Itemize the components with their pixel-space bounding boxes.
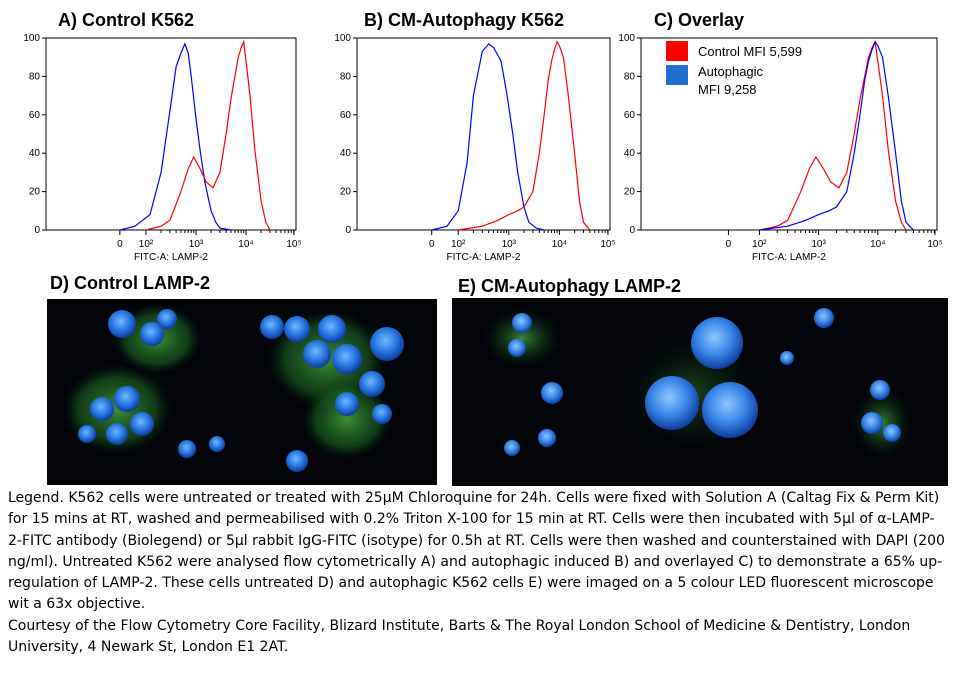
x-tick-label: 10² (752, 239, 767, 250)
x-axis-label: FITC-A: LAMP-2 (752, 252, 826, 263)
y-tick-label: 40 (29, 148, 41, 159)
y-tick-label: 80 (29, 71, 41, 82)
y-tick-label: 60 (29, 110, 41, 121)
x-tick-label: 10⁴ (238, 239, 253, 250)
y-tick-label: 20 (624, 187, 636, 198)
panel-b-title: B) CM-Autophagy K562 (364, 10, 565, 30)
x-tick-label: 0 (117, 239, 123, 250)
microscopy-image-control (47, 299, 437, 485)
plot-frame (45, 37, 297, 231)
legend-paragraph: Legend. K562 cells were untreated or tre… (8, 490, 945, 613)
y-tick-label: 60 (340, 110, 352, 121)
y-tick-label: 80 (624, 71, 636, 82)
blue-nuclei (504, 308, 901, 456)
y-tick-label: 100 (334, 33, 351, 44)
series-line (431, 42, 545, 231)
control-legend-label: Control MFI 5,599 (698, 44, 803, 59)
x-tick-label: 10³ (502, 239, 517, 250)
series-line (759, 39, 907, 231)
courtesy-paragraph: Courtesy of the Flow Cytometry Core Faci… (8, 617, 911, 656)
autophagic-legend-label-1: Autophagic (698, 64, 764, 79)
y-tick-label: 40 (624, 148, 636, 159)
x-tick-label: 10² (139, 239, 154, 250)
panel-c-title: C) Overlay (654, 10, 745, 30)
y-tick-label: 100 (618, 33, 635, 44)
x-tick-label: 0 (726, 239, 732, 250)
y-tick-label: 0 (345, 225, 351, 236)
y-tick-label: 20 (340, 187, 352, 198)
y-tick-label: 0 (34, 225, 40, 236)
x-tick-label: 10⁴ (870, 239, 885, 250)
x-tick-label: 10⁵ (927, 239, 942, 250)
autophagic-legend-swatch (666, 65, 688, 85)
x-tick-label: 10³ (811, 239, 826, 250)
series-line (145, 39, 271, 231)
panel-e-title: E) CM-Autophagy LAMP-2 (458, 276, 681, 296)
blue-nuclei (78, 309, 404, 472)
plot-frame (356, 37, 611, 231)
series-line (759, 40, 914, 231)
y-tick-label: 100 (23, 33, 40, 44)
y-tick-label: 60 (624, 110, 636, 121)
y-tick-label: 20 (29, 187, 41, 198)
x-axis-label: FITC-A: LAMP-2 (447, 252, 521, 263)
x-tick-label: 10⁵ (600, 239, 615, 250)
x-axis-label: FITC-A: LAMP-2 (134, 252, 208, 263)
series-line (458, 40, 591, 231)
x-tick-label: 10³ (189, 239, 204, 250)
microscopy-image-autophagy (452, 298, 948, 486)
control-legend-swatch (666, 41, 688, 61)
y-tick-label: 80 (340, 71, 352, 82)
y-tick-label: 40 (340, 148, 352, 159)
panel-d-title: D) Control LAMP-2 (50, 273, 210, 293)
x-tick-label: 10² (451, 239, 466, 250)
x-tick-label: 0 (429, 239, 435, 250)
autophagic-legend-label-2: MFI 9,258 (698, 82, 757, 97)
x-tick-label: 10⁴ (552, 239, 567, 250)
series-line (119, 42, 232, 231)
y-tick-label: 0 (629, 225, 635, 236)
panel-a-title: A) Control K562 (58, 10, 195, 30)
x-tick-label: 10⁵ (286, 239, 301, 250)
figure-legend: Legend. K562 cells were untreated or tre… (8, 488, 948, 658)
